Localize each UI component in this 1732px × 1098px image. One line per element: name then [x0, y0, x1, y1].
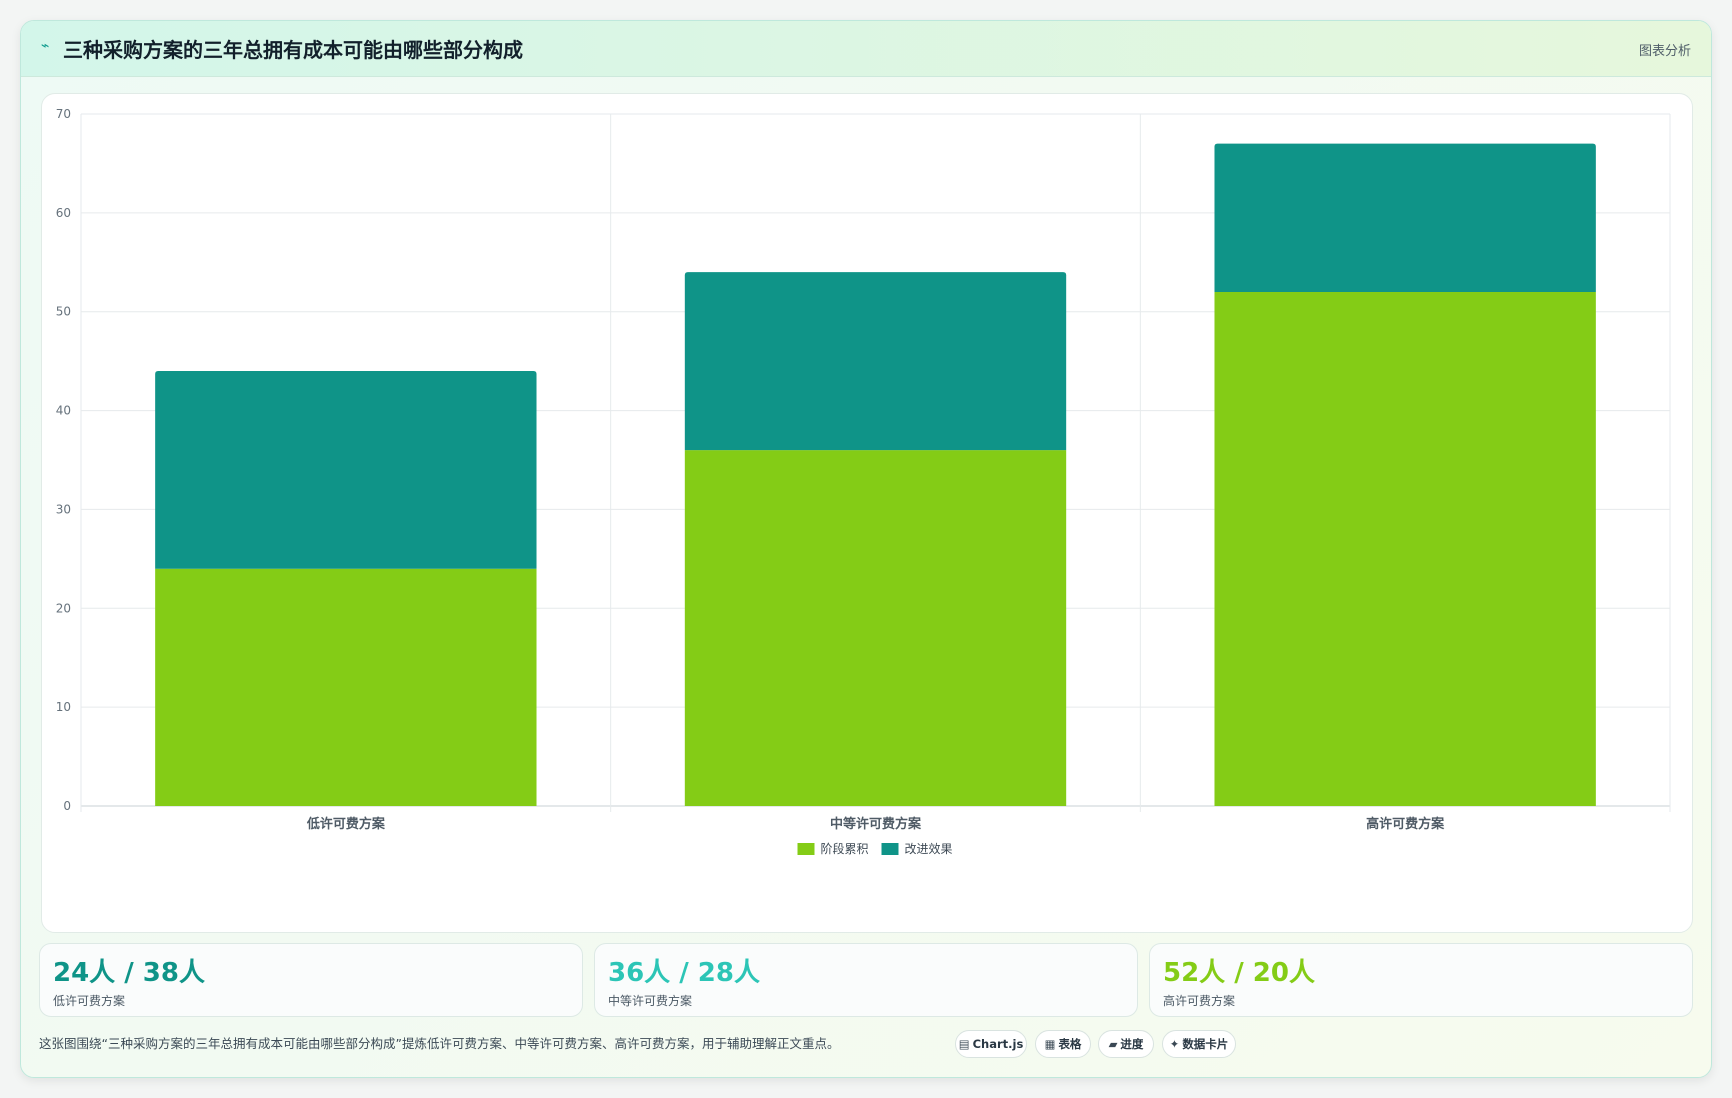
- y-tick-label: 60: [56, 206, 71, 220]
- bar-segment: [1214, 143, 1596, 292]
- y-tick-label: 50: [56, 305, 71, 319]
- bar-segment: [684, 272, 1067, 451]
- chip-table[interactable]: ▦ 表格: [1035, 1030, 1091, 1058]
- chip-label: 表格: [1058, 1037, 1082, 1051]
- stat-card-low: 24人 / 38人 低许可费方案: [39, 943, 583, 1017]
- bar-segment: [155, 371, 537, 569]
- chip-progress[interactable]: ▰ 进度: [1098, 1030, 1154, 1058]
- y-tick-label: 10: [56, 700, 71, 714]
- progress-icon: ▰: [1108, 1037, 1118, 1051]
- bar-segment: [684, 450, 1067, 806]
- chart-panel: ⌁ 三种采购方案的三年总拥有成本可能由哪些部分构成 图表分析 0 10 20 30 40…: [20, 20, 1712, 1078]
- panel-title: 三种采购方案的三年总拥有成本可能由哪些部分构成: [63, 38, 523, 62]
- y-tick-label: 70: [56, 107, 71, 121]
- panel-header: ⌁ 三种采购方案的三年总拥有成本可能由哪些部分构成 图表分析: [21, 21, 1711, 77]
- y-tick-label: 40: [56, 404, 71, 418]
- chart-caption: 这张图围绕“三种采购方案的三年总拥有成本可能由哪些部分构成”提炼低许可费方案、中…: [39, 1036, 840, 1051]
- stat-label: 低许可费方案: [53, 994, 126, 1008]
- legend-swatch: [797, 843, 815, 855]
- table-icon: ▦: [1044, 1037, 1056, 1051]
- stat-card-medium: 36人 / 28人 中等许可费方案: [594, 943, 1138, 1017]
- sparkle-icon: ✦: [1169, 1037, 1180, 1051]
- bar-segment: [155, 568, 537, 806]
- y-tick-label: 30: [56, 502, 71, 516]
- x-tick-label: 低许可费方案: [306, 816, 386, 832]
- stat-value: 24人 / 38人: [53, 958, 205, 988]
- legend-label: 阶段累积: [821, 841, 869, 856]
- stat-label: 中等许可费方案: [608, 994, 693, 1008]
- chip-label: Chart.js: [972, 1037, 1024, 1051]
- legend-swatch: [881, 843, 899, 855]
- chart-icon: ▤: [958, 1037, 970, 1051]
- x-tick-label: 中等许可费方案: [830, 816, 922, 832]
- legend-label: 改进效果: [905, 841, 953, 856]
- x-tick-label: 高许可费方案: [1366, 816, 1445, 832]
- stat-value: 36人 / 28人: [608, 958, 760, 988]
- stat-value: 52人 / 20人: [1163, 958, 1315, 988]
- chip-chartjs[interactable]: ▤ Chart.js: [955, 1030, 1027, 1058]
- chip-label: 进度: [1120, 1037, 1144, 1051]
- chart-card: 0 10 20 30 40 50 60 70 低许可费方案 中等许可费方案 高许可费方案阶段累积 改进…: [41, 93, 1693, 933]
- chip-data-card[interactable]: ✦ 数据卡片: [1162, 1030, 1236, 1058]
- panel-tag: 图表分析: [1638, 44, 1691, 59]
- chart-line-icon: ⌁: [41, 38, 50, 54]
- stat-label: 高许可费方案: [1163, 994, 1236, 1008]
- stat-card-high: 52人 / 20人 高许可费方案: [1149, 943, 1693, 1017]
- bar-segment: [1214, 291, 1596, 806]
- y-tick-label: 20: [56, 601, 71, 615]
- y-tick-label: 0: [63, 799, 71, 813]
- chip-label: 数据卡片: [1182, 1037, 1229, 1051]
